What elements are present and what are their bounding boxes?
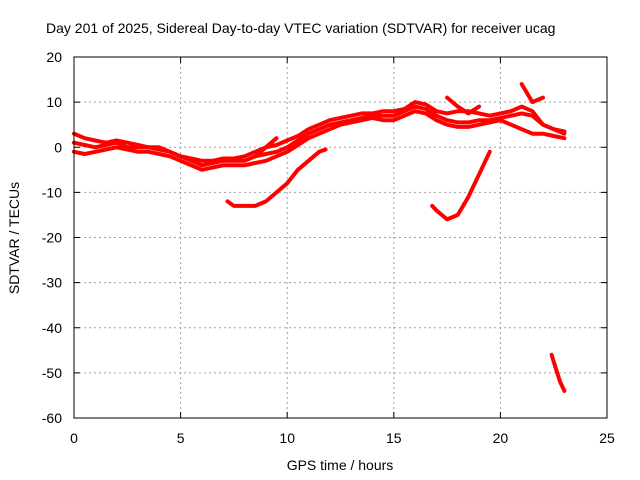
series-spike-21h: [519, 82, 545, 105]
y-tick-label: 20: [46, 49, 62, 65]
series-arc-7h-12h: [225, 147, 328, 208]
y-tick-label: -60: [42, 410, 62, 426]
y-axis-label: SDTVAR / TECUs: [6, 182, 22, 294]
series-spike-9h: [253, 136, 279, 159]
series-main-band-b: [72, 109, 567, 172]
series-rise-18h: [445, 95, 482, 116]
chart-title: Day 201 of 2025, Sidereal Day-to-day VTE…: [46, 20, 555, 36]
y-tick-label: -20: [42, 230, 62, 246]
x-tick-label: 25: [599, 430, 615, 446]
series-layer: [72, 82, 567, 393]
x-tick-label: 5: [177, 430, 185, 446]
series-dip-16-20h: [430, 149, 492, 222]
y-tick-label: -10: [42, 184, 62, 200]
y-tick-label: -50: [42, 365, 62, 381]
x-tick-label: 20: [493, 430, 509, 446]
ticks: 0 5 10 15 20 25 -60 -50 -40 -30 -20 -10 0 10 20: [42, 49, 615, 446]
y-tick-label: -40: [42, 320, 62, 336]
grid: [74, 57, 607, 418]
series-fall-22-23h: [549, 352, 567, 393]
y-tick-label: 0: [54, 139, 62, 155]
y-tick-label: 10: [46, 94, 62, 110]
x-tick-label: 10: [279, 430, 295, 446]
x-tick-label: 15: [386, 430, 402, 446]
x-tick-label: 0: [70, 430, 78, 446]
y-tick-label: -30: [42, 275, 62, 291]
series-main-band-c: [72, 100, 567, 163]
x-axis-label: GPS time / hours: [287, 457, 394, 473]
